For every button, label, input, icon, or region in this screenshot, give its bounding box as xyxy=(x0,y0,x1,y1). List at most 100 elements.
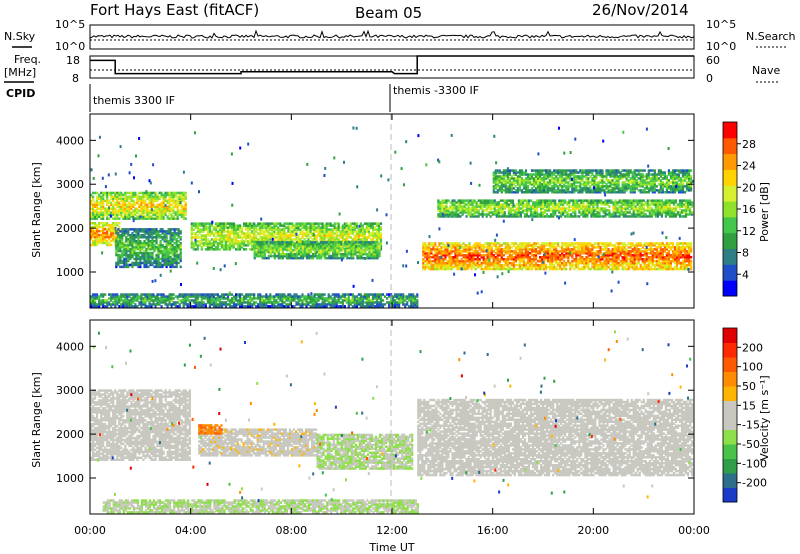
data-cell xyxy=(496,261,499,265)
data-cell xyxy=(112,231,115,235)
data-cell xyxy=(505,199,508,202)
data-cell xyxy=(307,222,310,225)
data-cell xyxy=(596,211,599,214)
data-cell xyxy=(214,236,217,239)
data-cell xyxy=(237,226,240,229)
data-cell xyxy=(96,235,99,239)
data-cell xyxy=(137,243,140,247)
data-cell xyxy=(161,238,164,241)
data-cell xyxy=(96,227,99,231)
data-cell xyxy=(173,265,176,269)
data-cell xyxy=(454,244,457,247)
data-cell xyxy=(92,235,95,239)
data-cell xyxy=(142,215,145,218)
data-cell xyxy=(136,217,139,220)
data-cell xyxy=(149,243,152,247)
data-cell xyxy=(507,199,510,202)
data-cell xyxy=(583,265,586,269)
data-cell xyxy=(149,245,152,249)
data-cell xyxy=(124,195,127,199)
data-cell xyxy=(619,248,622,251)
data-cell xyxy=(198,228,201,231)
data-cell xyxy=(279,241,282,244)
data-cell xyxy=(619,250,622,253)
data-cell xyxy=(273,236,276,239)
data-cell xyxy=(343,228,346,231)
data-cell xyxy=(129,249,132,253)
data-cell xyxy=(116,203,119,206)
data-cell xyxy=(279,234,282,237)
data-cell xyxy=(547,256,550,259)
data-cell xyxy=(149,251,152,255)
data-cell xyxy=(122,209,125,212)
data-cell xyxy=(502,263,505,267)
data-cell xyxy=(297,226,300,229)
data-cell xyxy=(153,236,156,239)
data-cell xyxy=(98,197,101,201)
data-cell xyxy=(371,224,375,227)
data-cell xyxy=(130,195,133,199)
data-cell xyxy=(571,263,574,267)
data-cell xyxy=(155,253,158,257)
data-cell xyxy=(350,254,353,258)
data-cell xyxy=(110,223,113,227)
data-cell xyxy=(299,247,303,250)
data-cell xyxy=(115,253,118,257)
data-cell xyxy=(502,250,505,253)
data-cell xyxy=(525,199,529,202)
data-cell xyxy=(520,254,524,257)
data-cell xyxy=(96,237,99,241)
data-cell xyxy=(587,267,590,271)
data-cell xyxy=(370,256,373,260)
data-cell xyxy=(633,267,636,271)
data-cell xyxy=(370,247,373,250)
data-cell xyxy=(549,248,552,251)
data-cell xyxy=(110,239,113,243)
data-cell xyxy=(137,265,140,269)
data-cell xyxy=(496,248,499,251)
data-cell xyxy=(139,247,142,251)
data-cell xyxy=(355,234,358,237)
data-cell xyxy=(331,228,334,231)
data-cell xyxy=(96,241,99,245)
data-cell xyxy=(316,247,319,250)
data-cell xyxy=(450,244,453,247)
data-cell xyxy=(142,197,145,201)
data-cell xyxy=(369,226,373,229)
data-cell xyxy=(94,203,97,206)
data-cell xyxy=(456,265,459,269)
data-cell xyxy=(123,249,126,253)
data-cell xyxy=(623,256,626,259)
data-cell xyxy=(291,250,294,254)
data-cell xyxy=(583,248,586,251)
data-cell xyxy=(171,245,174,249)
data-cell xyxy=(600,215,603,218)
data-cell xyxy=(94,229,97,233)
data-cell xyxy=(243,244,246,247)
data-cell xyxy=(121,241,124,245)
data-cell xyxy=(100,203,103,206)
data-cell xyxy=(315,228,318,231)
data-cell xyxy=(179,265,182,269)
data-cell xyxy=(92,231,95,235)
data-cell xyxy=(287,249,290,252)
data-cell xyxy=(468,250,471,253)
data-cell xyxy=(361,224,364,227)
data-cell xyxy=(539,263,542,267)
data-cell xyxy=(312,252,315,256)
data-cell xyxy=(324,252,327,256)
data-cell xyxy=(137,255,140,259)
data-cell xyxy=(344,250,347,254)
data-cell xyxy=(605,261,608,265)
data-cell xyxy=(180,213,183,216)
data-cell xyxy=(200,242,203,245)
data-cell xyxy=(108,213,111,216)
data-cell xyxy=(159,230,162,233)
data-cell xyxy=(232,240,236,243)
data-cell xyxy=(210,238,213,241)
data-cell xyxy=(289,254,292,258)
data-cell xyxy=(285,254,288,258)
data-cell xyxy=(279,249,282,252)
data-cell xyxy=(331,238,334,241)
data-cell xyxy=(444,250,447,253)
